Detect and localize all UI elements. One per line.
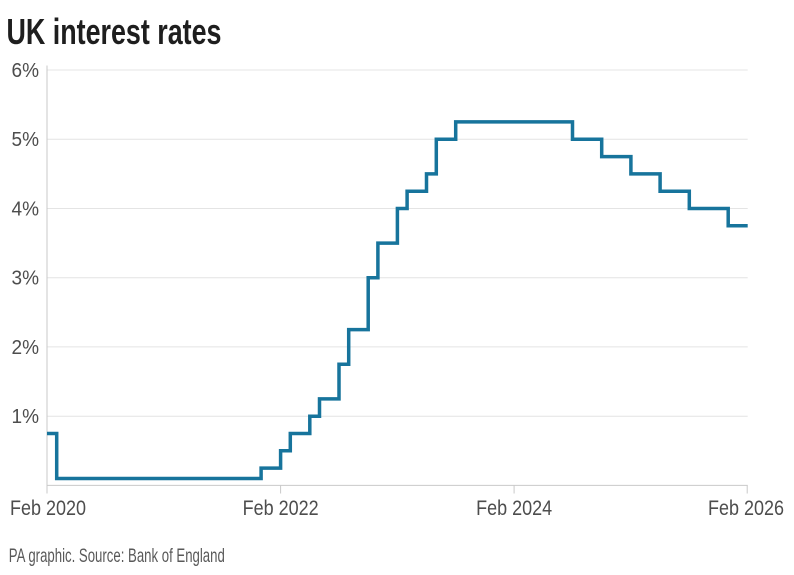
svg-text:1%: 1%	[12, 406, 40, 428]
svg-text:Feb 2026: Feb 2026	[708, 496, 784, 520]
svg-text:PA graphic. Source: Bank of En: PA graphic. Source: Bank of England	[9, 545, 225, 567]
svg-text:UK interest rates: UK interest rates	[7, 11, 222, 52]
svg-text:2%: 2%	[12, 337, 40, 359]
svg-text:5%: 5%	[12, 129, 40, 151]
svg-text:Feb 2022: Feb 2022	[243, 496, 319, 520]
svg-text:Feb 2024: Feb 2024	[476, 496, 552, 520]
svg-text:6%: 6%	[12, 60, 40, 82]
svg-text:3%: 3%	[12, 268, 40, 290]
svg-text:4%: 4%	[12, 198, 40, 220]
svg-text:Feb 2020: Feb 2020	[10, 496, 86, 520]
